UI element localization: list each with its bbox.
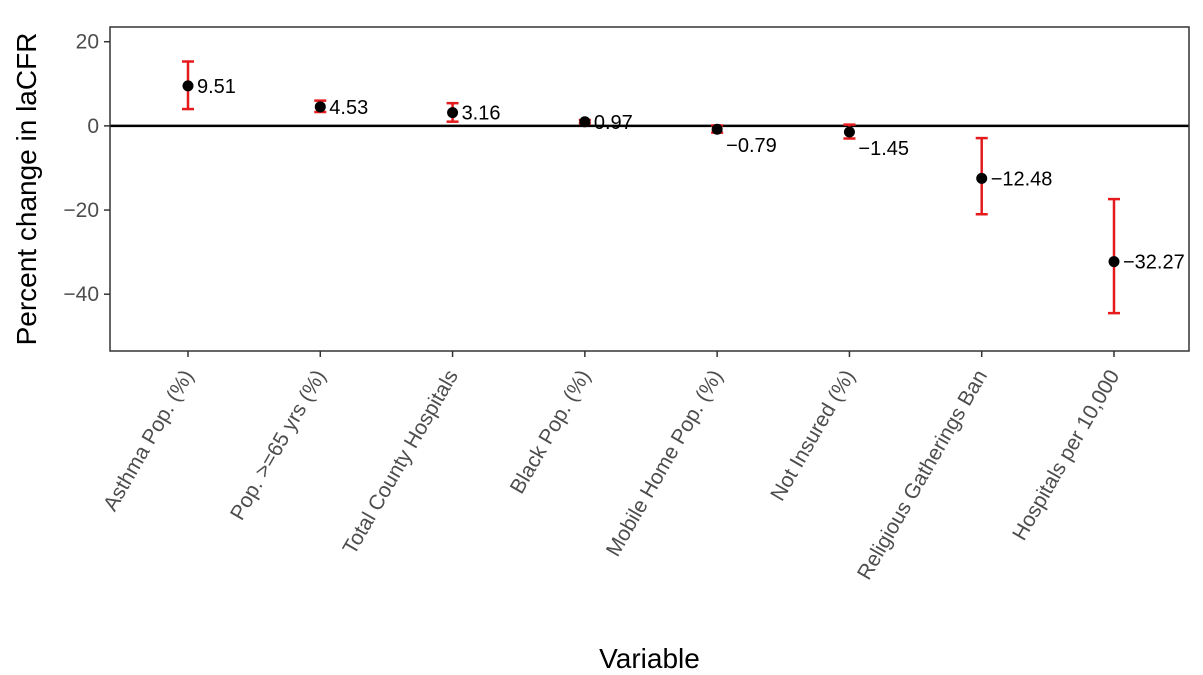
x-tick-label: Hospitals per 10,000 — [1008, 366, 1124, 544]
x-tick-label: Black Pop. (%) — [506, 366, 595, 498]
data-label: −1.45 — [858, 138, 909, 160]
x-tick-label: Mobile Home Pop. (%) — [602, 366, 728, 560]
data-point — [314, 101, 326, 113]
x-tick-label: Asthma Pop. (%) — [99, 366, 198, 515]
data-label: −0.79 — [726, 135, 777, 157]
y-tick-label: −20 — [63, 199, 99, 222]
plot-panel — [109, 26, 1190, 352]
y-tick-label: 0 — [87, 115, 99, 138]
data-label: 3.16 — [462, 103, 501, 125]
data-point — [579, 116, 591, 128]
data-point — [711, 123, 723, 135]
data-point — [447, 107, 459, 119]
data-point — [1108, 256, 1120, 268]
x-axis: Asthma Pop. (%) Pop. >=65 yrs (%) Total Co… — [99, 351, 1124, 584]
error-bar — [1108, 197, 1120, 315]
y-tick-label: 20 — [76, 31, 99, 54]
x-tick-label: Not Insured (%) — [766, 366, 859, 505]
y-axis: 20 0 −20 −40 — [63, 31, 110, 306]
data-point — [182, 80, 194, 92]
x-tick-label: Religious Gatherings Ban — [853, 366, 992, 584]
y-axis-title: Percent change in laCFR — [11, 33, 42, 346]
data-label: −12.48 — [991, 168, 1053, 190]
data-marks: 9.51 4.53 3.16 0.97 −0.79 −1.45 −12.48 −32.27 — [182, 60, 1185, 315]
x-tick-label: Total County Hospitals — [339, 366, 463, 558]
data-point — [843, 126, 855, 138]
data-label: 0.97 — [594, 112, 633, 134]
data-point — [976, 172, 988, 184]
data-label: 4.53 — [329, 97, 368, 119]
data-label: 9.51 — [197, 76, 236, 98]
x-axis-title: Variable — [599, 643, 700, 674]
y-tick-label: −40 — [63, 283, 99, 306]
data-label: −32.27 — [1123, 252, 1185, 274]
panel-border — [109, 26, 1190, 352]
x-tick-label: Pop. >=65 yrs (%) — [226, 366, 331, 524]
